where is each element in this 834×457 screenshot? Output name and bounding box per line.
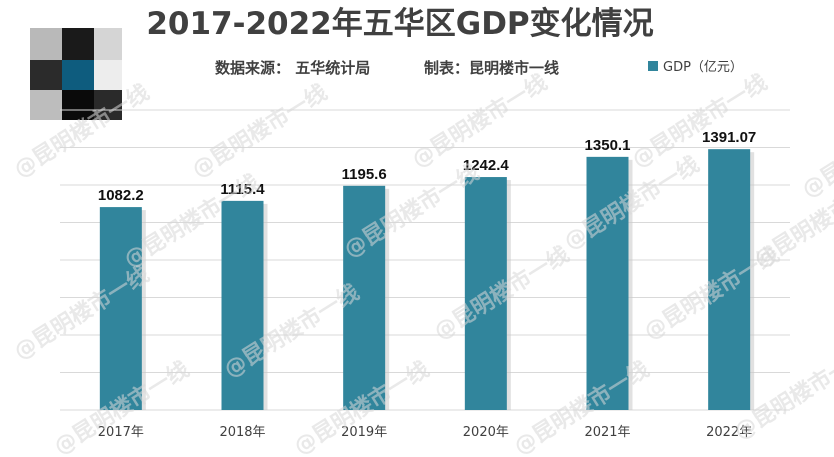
data-label: 1082.2 xyxy=(98,187,144,204)
legend: GDP（亿元） xyxy=(648,60,743,75)
x-tick-label: 2017年 xyxy=(98,425,144,440)
x-tick-label: 2020年 xyxy=(463,425,509,440)
maker-text: 制表：昆明楼市一线 xyxy=(424,59,559,77)
legend-label: GDP（亿元） xyxy=(663,60,743,75)
x-tick-label: 2022年 xyxy=(706,425,752,440)
bar xyxy=(343,185,386,410)
source-text: 数据来源： 五华统计局 xyxy=(215,59,370,77)
bars xyxy=(99,149,755,410)
bar xyxy=(99,207,142,410)
bar xyxy=(464,177,507,410)
chart-title: 2017-2022年五华区GDP变化情况 xyxy=(146,6,653,42)
bar xyxy=(221,200,264,410)
bar xyxy=(586,156,629,410)
data-label: 1391.07 xyxy=(702,129,756,146)
x-tick-labels: 2017年 2018年 2019年 2020年 2021年 2022年 xyxy=(98,425,752,440)
data-label: 1115.4 xyxy=(220,181,265,198)
gridlines xyxy=(60,109,790,411)
logo-mosaic xyxy=(30,28,122,120)
data-label: 1350.1 xyxy=(585,137,631,154)
legend-swatch xyxy=(648,61,658,71)
x-tick-label: 2019年 xyxy=(341,425,387,440)
x-tick-label: 2018年 xyxy=(219,425,265,440)
data-label: 1195.6 xyxy=(342,166,387,183)
data-labels: 1082.2 1115.4 1195.6 1242.4 1350.1 1391.07 xyxy=(98,129,756,204)
bar xyxy=(708,149,751,410)
x-tick-label: 2021年 xyxy=(584,425,630,440)
data-label: 1242.4 xyxy=(463,157,510,174)
